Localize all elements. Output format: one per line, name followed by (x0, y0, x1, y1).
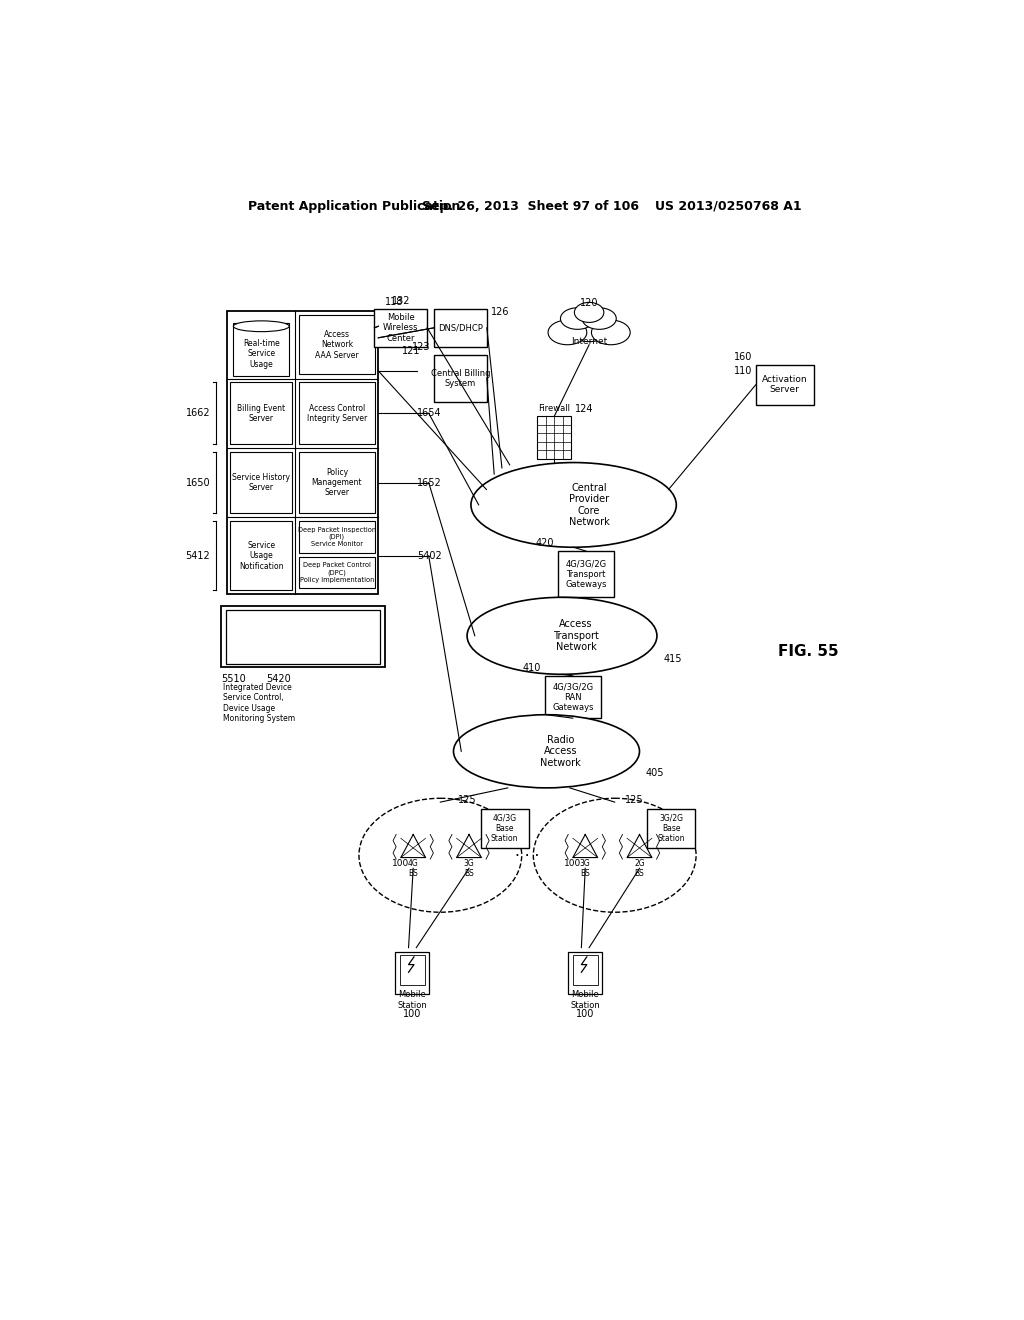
Text: 5510: 5510 (221, 673, 246, 684)
Text: Firewall: Firewall (539, 404, 570, 413)
Text: 126: 126 (490, 308, 509, 317)
Text: 125: 125 (458, 795, 477, 805)
Text: 3G/2G
Base
Station: 3G/2G Base Station (657, 813, 685, 843)
Ellipse shape (454, 714, 640, 788)
Text: . . .: . . . (515, 843, 540, 859)
Text: Service
Usage
Notification: Service Usage Notification (239, 541, 284, 570)
Text: Central Billing
System: Central Billing System (431, 368, 490, 388)
Text: Sep. 26, 2013  Sheet 97 of 106: Sep. 26, 2013 Sheet 97 of 106 (423, 199, 640, 213)
Text: 100: 100 (392, 859, 410, 869)
Text: Patent Application Publication: Patent Application Publication (248, 199, 461, 213)
Ellipse shape (560, 308, 595, 330)
FancyBboxPatch shape (558, 552, 614, 597)
Text: Access
Network
AAA Server: Access Network AAA Server (315, 330, 358, 359)
FancyBboxPatch shape (227, 312, 378, 594)
Text: 110: 110 (733, 366, 752, 376)
Text: Internet: Internet (571, 337, 607, 346)
FancyBboxPatch shape (230, 383, 292, 444)
Text: Policy
Management
Server: Policy Management Server (311, 467, 362, 498)
FancyBboxPatch shape (221, 606, 385, 668)
Text: 1650: 1650 (185, 478, 210, 487)
Ellipse shape (471, 462, 676, 548)
FancyBboxPatch shape (299, 451, 375, 513)
Text: 3G
BS: 3G BS (580, 858, 591, 878)
Text: 100: 100 (564, 859, 582, 869)
FancyBboxPatch shape (299, 383, 375, 444)
Text: FIG. 55: FIG. 55 (778, 644, 839, 659)
Ellipse shape (592, 319, 630, 345)
Text: 4G/3G/2G
RAN
Gateways: 4G/3G/2G RAN Gateways (552, 682, 594, 711)
Ellipse shape (233, 321, 289, 331)
FancyBboxPatch shape (233, 323, 289, 376)
FancyBboxPatch shape (647, 809, 695, 847)
Text: 125: 125 (625, 795, 643, 805)
Text: Mobile
Wireless
Center: Mobile Wireless Center (383, 313, 419, 343)
Text: Integrated Device
Service Control,
Device Usage
Monitoring System: Integrated Device Service Control, Devic… (222, 682, 295, 723)
FancyBboxPatch shape (400, 956, 425, 985)
FancyBboxPatch shape (538, 416, 571, 459)
Text: 5402: 5402 (417, 550, 441, 561)
Text: 160: 160 (733, 352, 752, 362)
FancyBboxPatch shape (545, 676, 601, 718)
FancyBboxPatch shape (225, 610, 380, 664)
Ellipse shape (467, 597, 657, 675)
Text: Deep Packet Control
(DPC)
Policy Implementation: Deep Packet Control (DPC) Policy Impleme… (300, 562, 374, 583)
Text: Billing Event
Server: Billing Event Server (238, 404, 286, 422)
Ellipse shape (565, 312, 613, 342)
FancyBboxPatch shape (375, 309, 427, 347)
Text: 100: 100 (403, 1008, 422, 1019)
FancyBboxPatch shape (230, 451, 292, 513)
FancyBboxPatch shape (434, 309, 486, 347)
FancyBboxPatch shape (299, 521, 375, 553)
Ellipse shape (574, 302, 604, 322)
Text: 123: 123 (412, 342, 430, 352)
Text: 100: 100 (577, 1008, 595, 1019)
Text: Access Control
Integrity Server: Access Control Integrity Server (307, 404, 367, 422)
Text: 415: 415 (664, 653, 682, 664)
Text: 2G
BS: 2G BS (634, 858, 645, 878)
FancyBboxPatch shape (756, 364, 814, 405)
FancyBboxPatch shape (299, 557, 375, 589)
FancyBboxPatch shape (572, 956, 598, 985)
Ellipse shape (359, 799, 521, 912)
Text: 4G/3G/2G
Transport
Gateways: 4G/3G/2G Transport Gateways (565, 560, 607, 589)
Text: Central
Provider
Core
Network: Central Provider Core Network (568, 483, 609, 527)
Text: 120: 120 (580, 298, 598, 308)
Text: 132: 132 (391, 296, 410, 306)
Ellipse shape (534, 799, 696, 912)
Text: 5412: 5412 (185, 550, 210, 561)
Text: Mobile
Station: Mobile Station (397, 990, 427, 1010)
FancyBboxPatch shape (434, 355, 486, 403)
Text: 121: 121 (401, 346, 420, 356)
Text: 118: 118 (385, 297, 402, 308)
Text: 124: 124 (575, 404, 594, 413)
Text: DNS/DHCP: DNS/DHCP (438, 323, 483, 333)
Text: Radio
Access
Network: Radio Access Network (540, 735, 581, 768)
Text: Mobile
Station: Mobile Station (570, 990, 600, 1010)
FancyBboxPatch shape (568, 952, 602, 994)
Text: Service History
Server: Service History Server (232, 473, 290, 492)
Text: 410: 410 (522, 663, 541, 673)
Text: Activation
Server: Activation Server (762, 375, 808, 395)
Text: Deep Packet Inspection
(DPI)
Service Monitor: Deep Packet Inspection (DPI) Service Mon… (298, 527, 376, 548)
Ellipse shape (583, 308, 616, 330)
Text: US 2013/0250768 A1: US 2013/0250768 A1 (655, 199, 802, 213)
Ellipse shape (548, 319, 587, 345)
Text: 3G
BS: 3G BS (464, 858, 474, 878)
Text: 4G/3G
Base
Station: 4G/3G Base Station (490, 813, 518, 843)
Text: 405: 405 (646, 768, 665, 777)
Text: Access
Transport
Network: Access Transport Network (553, 619, 599, 652)
Text: 1652: 1652 (417, 478, 441, 487)
Text: Real-time
Service
Usage: Real-time Service Usage (243, 339, 280, 368)
Text: 420: 420 (536, 539, 554, 548)
FancyBboxPatch shape (395, 952, 429, 994)
Text: 5420: 5420 (266, 673, 291, 684)
FancyBboxPatch shape (480, 809, 528, 847)
FancyBboxPatch shape (299, 315, 375, 374)
Text: 4G
BS: 4G BS (408, 858, 419, 878)
FancyBboxPatch shape (230, 521, 292, 590)
Text: 1654: 1654 (417, 408, 441, 418)
Text: 1662: 1662 (185, 408, 210, 418)
